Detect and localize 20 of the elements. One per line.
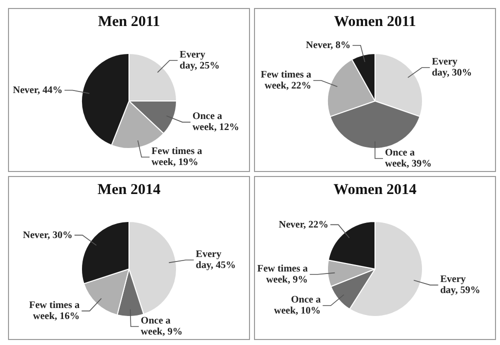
chart-title: Men 2011 [98,14,160,30]
slice-label: Every day, 25% [180,49,220,72]
slice-label: Once a week, 10% [274,294,321,317]
slice-label: Every day, 59% [440,274,480,296]
slice-label: Few times a week, 22% [260,70,312,92]
slice-label: Few times a week, 19% [152,146,202,168]
slice-label: Few times a week, 9% [257,263,308,286]
slice-label: Every day, 45% [196,249,236,272]
slice-label: Never, 22% [278,219,328,230]
slice-label: Once a week, 12% [192,111,240,134]
chart-title: Women 2011 [334,14,416,30]
slice-label: Few times a week, 16% [29,300,80,322]
slice-label: Every day, 30% [432,56,472,79]
slice-label: Never, 30% [22,230,72,241]
slice-label: Once a week, 9% [140,316,182,338]
chart-title: Women 2014 [334,182,417,198]
chart-title: Men 2014 [98,182,161,198]
slice-label: Never, 44% [12,84,63,96]
slice-label: Never, 8% [306,40,351,51]
slice-label: Once a week, 39% [385,148,432,170]
